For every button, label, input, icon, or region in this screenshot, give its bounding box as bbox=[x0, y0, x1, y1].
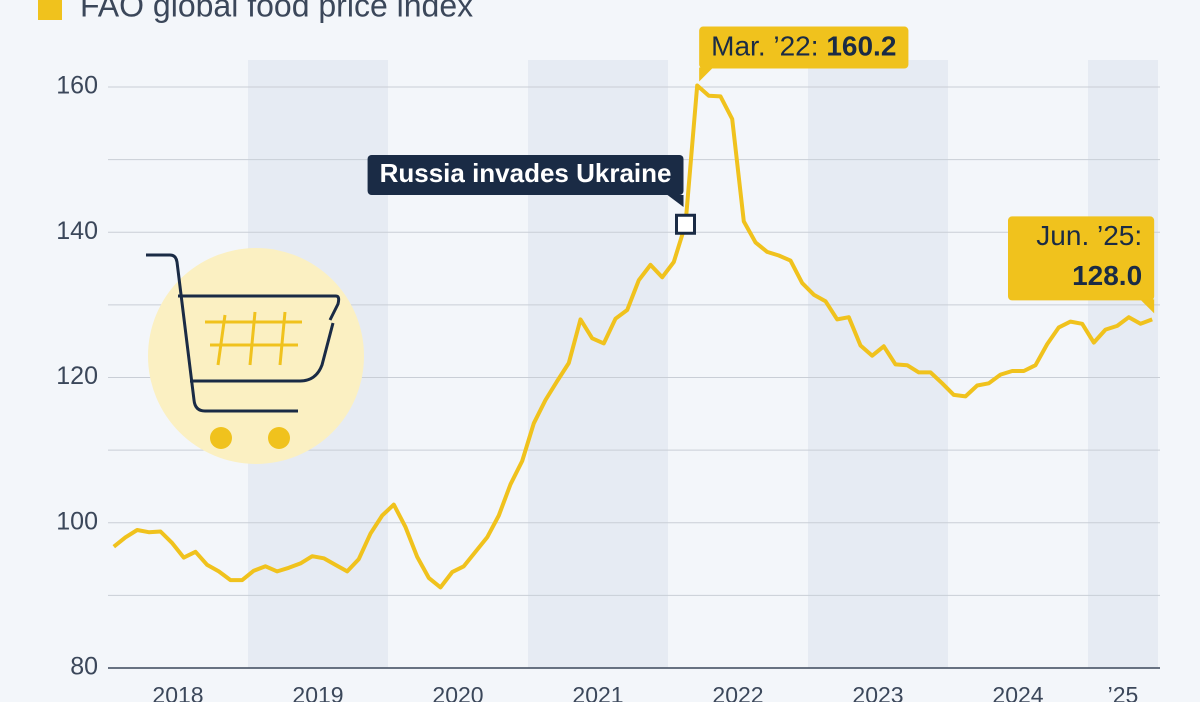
x-tick-label: 2024 bbox=[992, 682, 1043, 702]
x-tick-label: 2023 bbox=[852, 682, 903, 702]
annotation-value: 160.2 bbox=[826, 31, 896, 62]
legend-label: FAO global food price index bbox=[80, 0, 473, 23]
year-band bbox=[1088, 60, 1159, 668]
cart-icon bbox=[146, 248, 364, 464]
year-bands bbox=[248, 60, 1159, 668]
y-tick-label: 120 bbox=[56, 362, 98, 390]
x-tick-label: 2020 bbox=[432, 682, 483, 702]
y-tick-label: 160 bbox=[56, 72, 98, 100]
x-tick-label: 2021 bbox=[572, 682, 623, 702]
y-tick-label: 80 bbox=[70, 653, 98, 681]
annotation-label: Mar. ’22: bbox=[711, 31, 818, 62]
annotation: Mar. ’22: 160.2 bbox=[699, 26, 909, 82]
legend-swatch bbox=[38, 0, 62, 20]
x-tick-label: 2022 bbox=[712, 682, 763, 702]
annotation-box bbox=[1008, 216, 1155, 301]
data-line bbox=[112, 83, 1153, 590]
year-band bbox=[808, 60, 949, 668]
annotation-value: 128.0 bbox=[1072, 260, 1142, 291]
annotation-pointer bbox=[667, 195, 684, 207]
year-band bbox=[528, 60, 669, 668]
x-tick-label: 2019 bbox=[292, 682, 343, 702]
annotation-box bbox=[699, 26, 909, 69]
y-tick-label: 140 bbox=[56, 217, 98, 245]
annotation-text: Mar. ’22: 160.2 bbox=[711, 31, 896, 62]
annotation-label: Jun. ’25: bbox=[1036, 220, 1142, 251]
plot: Russia invades Ukraine Mar. ’22: 160.2 Jun… bbox=[112, 26, 1155, 590]
annotation-pointer bbox=[699, 67, 714, 82]
annotation-pointer bbox=[1140, 299, 1155, 314]
y-tick-label: 100 bbox=[56, 507, 98, 535]
x-tick-label: ’25 bbox=[1108, 682, 1139, 702]
annotation: Russia invades Ukraine bbox=[367, 155, 697, 235]
annotation-text: Russia invades Ukraine bbox=[380, 158, 672, 188]
annotation: Jun. ’25: 128.0 bbox=[1008, 216, 1155, 314]
annotation-box bbox=[367, 155, 684, 195]
x-tick-label: 2018 bbox=[152, 682, 203, 702]
event-marker bbox=[675, 213, 697, 235]
